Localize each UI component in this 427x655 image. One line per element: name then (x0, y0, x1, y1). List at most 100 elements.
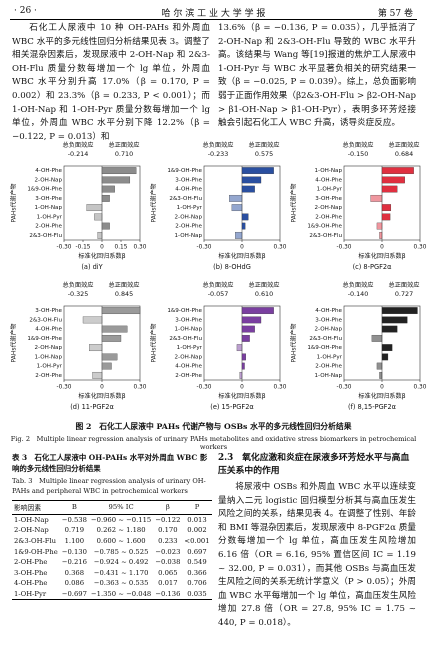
category-label: 3-OH-Phe (35, 308, 62, 314)
neg-total: -0.150 (348, 150, 369, 158)
y-axis-title: PAHs代谢产物 (290, 184, 298, 223)
category-label: 4-OH-Phe (175, 187, 202, 193)
y-axis-title: PAHs代谢产物 (290, 324, 298, 363)
bar (92, 371, 103, 379)
table-cell: 0.170 (158, 526, 178, 535)
neg-total-label: 总负面效应 (63, 141, 94, 149)
category-label: 2&3-OH-Flu (169, 336, 202, 342)
table-cell: 0.719 (64, 526, 85, 535)
y-axis-title: PAHs代谢产物 (150, 184, 158, 223)
table-cell: −0.431 ~ 1.170 (93, 568, 149, 577)
category-label: 3-OH-Phe (315, 317, 342, 323)
bar (89, 344, 103, 352)
category-label: 4-OH-Phe (315, 177, 342, 183)
bar (381, 325, 398, 333)
x-axis-title: 标准化回归系数β (218, 252, 265, 260)
bar (241, 325, 255, 333)
bar (241, 316, 262, 324)
category-label: 2&3-OH-Flu (29, 317, 62, 323)
category-label: 3-OH-Phe (315, 196, 342, 202)
category-label: 1-OH-Pyr (177, 205, 203, 211)
table-cell: 0.065 (158, 568, 178, 577)
table-row: 2-OH-Nap 0.719 0.262 ~ 1.180 0.170 0.002 (12, 525, 212, 536)
category-label: 1-OH-Nap (314, 168, 342, 174)
table-cell: −0.785 ~ 0.525 (93, 547, 149, 556)
table-cell: 1&9-OH-Phe (14, 547, 58, 556)
x-tick-label: 0.30 (274, 385, 287, 391)
bar (381, 204, 392, 212)
bar (381, 353, 389, 361)
category-label: 2-OH-Nap (314, 327, 342, 333)
bar (231, 204, 243, 212)
figure: 总负面效应 总正面效应-0.214 0.710-0.30 -0.15 0 0.15 0.30… (10, 141, 427, 411)
panel-label: (b) 8-OHdG (213, 263, 251, 271)
bar (379, 371, 383, 379)
pos-total: 0.727 (395, 290, 413, 298)
x-tick-label: 0.30 (414, 245, 427, 251)
y-axis-title: PAHs代谢产物 (10, 324, 18, 363)
table-cell: −0.960 ~ −0.115 (90, 515, 152, 524)
bar (101, 194, 110, 202)
paragraph: 将尿液中 OSBs 和外周血 WBC 水平以连续变量纳入二元 logistic … (218, 482, 416, 628)
category-label: 4-OH-Phe (315, 308, 342, 314)
bar (241, 222, 246, 230)
table-cell: −0.023 (155, 547, 181, 556)
category-label: 2-OH-Phe (175, 224, 202, 230)
x-tick-label: 0 (100, 245, 104, 251)
bar (241, 334, 250, 342)
pos-total: 0.610 (255, 290, 273, 298)
neg-total: -0.233 (208, 150, 229, 158)
table-cell: 0.706 (187, 579, 207, 588)
category-label: 1&9-OH-Phe (167, 308, 202, 314)
category-label: 2-OH-Nap (34, 345, 62, 351)
pos-total: 0.845 (115, 290, 133, 298)
table-cell: <0.001 (184, 537, 210, 546)
x-tick-label: 0 (240, 245, 244, 251)
table-cell: 0.017 (158, 579, 178, 588)
category-label: 4-OH-Phe (35, 327, 62, 333)
bar (82, 316, 103, 324)
table-row: 2&3-OH-Flu 1.100 0.600 ~ 1.600 0.233 <0.001 (12, 536, 212, 547)
pos-total-label: 总正面效应 (389, 141, 420, 149)
bar (370, 194, 383, 202)
x-tick-label: 0 (100, 385, 104, 391)
table-row: 3-OH-Phe 0.368 −0.431 ~ 1.170 0.065 0.366 (12, 568, 212, 579)
bar (101, 222, 110, 230)
category-label: 1-OH-Pyr (317, 187, 343, 193)
bar (235, 231, 243, 239)
bar (101, 362, 112, 370)
x-tick-label: -0.30 (337, 245, 352, 251)
header-rule (10, 19, 417, 20)
neg-total: -0.325 (68, 290, 89, 298)
x-tick-label: -0.30 (57, 245, 72, 251)
bar (241, 167, 274, 175)
category-label: 4-OH-Phe (175, 364, 202, 370)
category-label: 2-OH-Phe (315, 364, 342, 370)
bar (101, 176, 131, 184)
x-tick-label: -0.30 (197, 245, 212, 251)
category-label: 1-OH-Pyr (37, 364, 63, 370)
x-tick-label: 0 (380, 245, 384, 251)
table-row: 2-OH-Phe −0.216 −0.924 ~ 0.492 −0.038 0.549 (12, 557, 212, 568)
table-row: 1-OH-Nap −0.538 −0.960 ~ −0.115 −0.122 0.013 (12, 514, 212, 525)
category-label: 2-OH-Nap (174, 354, 202, 360)
paragraph: 13.6%（β = −0.136, P = 0.035），几乎抵消了 2-OH-… (218, 23, 416, 129)
table-cell: 0.233 (158, 537, 178, 546)
table-cell: −0.216 (61, 558, 87, 567)
neg-total-label: 总负面效应 (203, 141, 234, 149)
bar (101, 353, 118, 361)
x-tick-label: -0.30 (337, 385, 352, 391)
x-tick-label: -0.30 (57, 385, 72, 391)
bar (241, 353, 246, 361)
column-header: P (194, 503, 200, 512)
category-label: 3-OH-Phe (175, 317, 202, 323)
x-tick-label: -0.15 (76, 245, 91, 251)
table-cell: 0.366 (187, 568, 207, 577)
table-cell: 2&3-OH-Flu (14, 537, 57, 546)
category-label: 2-OH-Nap (314, 205, 342, 211)
x-tick-label: 0.30 (414, 385, 427, 391)
panel-label: (f) 8,15-PGF2α (348, 403, 397, 411)
volume: 第 57 卷 (377, 9, 413, 19)
bar (381, 167, 414, 175)
category-label: 2-OH-Phe (175, 373, 202, 379)
